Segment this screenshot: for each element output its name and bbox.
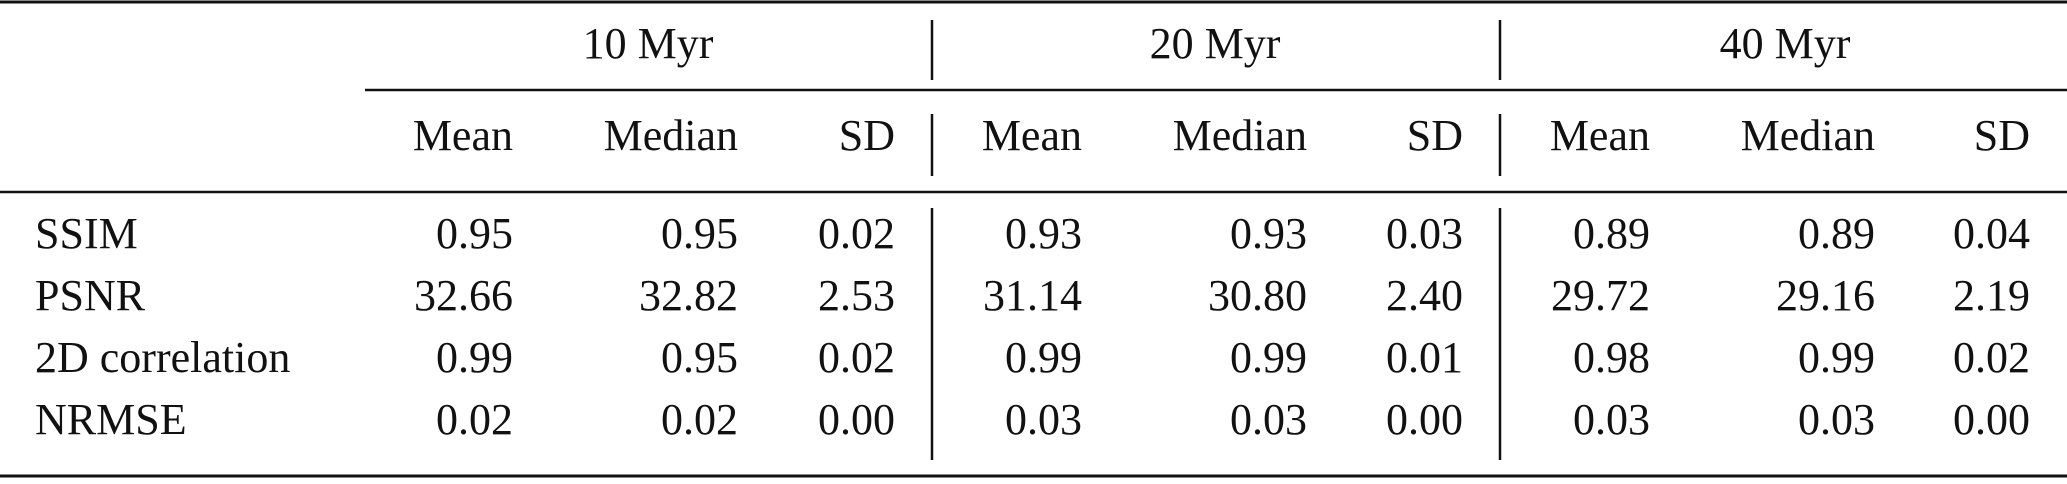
cell-value: 0.93 [1005, 209, 1082, 258]
cell-value: 0.02 [661, 395, 738, 444]
row-label: SSIM [35, 209, 138, 258]
cell-value: 0.99 [1798, 333, 1875, 382]
cell-value: 0.03 [1230, 395, 1307, 444]
cell-value: 0.02 [818, 333, 895, 382]
cell-value: 0.03 [1005, 395, 1082, 444]
cell-value: 0.93 [1230, 209, 1307, 258]
cell-value: 0.03 [1573, 395, 1650, 444]
cell-value: 0.00 [1953, 395, 2030, 444]
row-label: 2D correlation [35, 333, 290, 382]
cell-value: 0.95 [661, 333, 738, 382]
column-header: SD [1974, 111, 2030, 160]
cell-value: 2.53 [818, 271, 895, 320]
cell-value: 0.00 [818, 395, 895, 444]
cell-value: 2.40 [1386, 271, 1463, 320]
group-header: 40 Myr [1720, 19, 1851, 68]
group-header: 10 Myr [583, 19, 714, 68]
cell-value: 29.16 [1776, 271, 1875, 320]
cell-value: 0.04 [1953, 209, 2030, 258]
cell-value: 0.95 [436, 209, 513, 258]
column-header: Mean [413, 111, 513, 160]
cell-value: 0.03 [1386, 209, 1463, 258]
column-header: Median [1741, 111, 1875, 160]
cell-value: 0.95 [661, 209, 738, 258]
cell-value: 30.80 [1208, 271, 1307, 320]
cell-value: 0.01 [1386, 333, 1463, 382]
column-header: SD [839, 111, 895, 160]
cell-value: 0.02 [436, 395, 513, 444]
cell-value: 32.66 [414, 271, 513, 320]
cell-value: 0.99 [1005, 333, 1082, 382]
cell-value: 0.89 [1573, 209, 1650, 258]
cell-value: 32.82 [639, 271, 738, 320]
column-header: Median [1173, 111, 1307, 160]
row-label: PSNR [35, 271, 146, 320]
cell-value: 0.89 [1798, 209, 1875, 258]
column-header: SD [1407, 111, 1463, 160]
column-header: Mean [1550, 111, 1650, 160]
group-header: 20 Myr [1150, 19, 1281, 68]
cell-value: 2.19 [1953, 271, 2030, 320]
cell-value: 0.00 [1386, 395, 1463, 444]
column-header: Median [604, 111, 738, 160]
cell-value: 0.99 [1230, 333, 1307, 382]
cell-value: 0.02 [1953, 333, 2030, 382]
cell-value: 0.03 [1798, 395, 1875, 444]
cell-value: 0.99 [436, 333, 513, 382]
cell-value: 31.14 [983, 271, 1082, 320]
column-header: Mean [982, 111, 1082, 160]
cell-value: 29.72 [1551, 271, 1650, 320]
cell-value: 0.98 [1573, 333, 1650, 382]
row-label: NRMSE [35, 395, 187, 444]
cell-value: 0.02 [818, 209, 895, 258]
